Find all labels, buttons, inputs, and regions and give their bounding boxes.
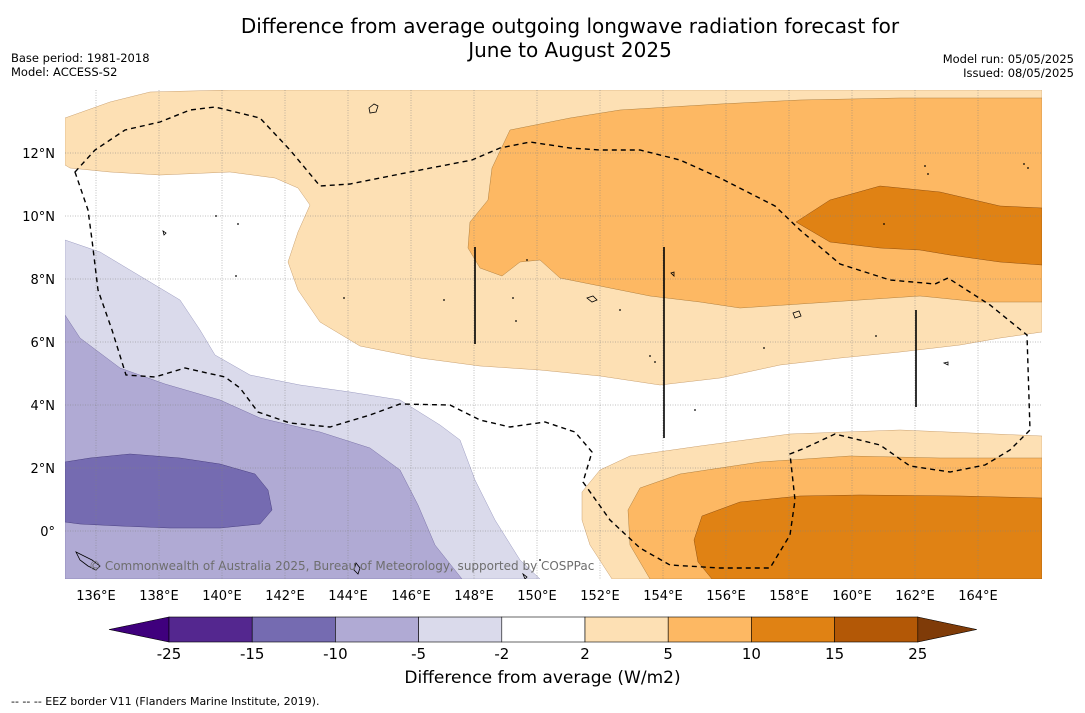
colorbar-tick-label: 25: [908, 645, 927, 663]
colorbar-extend-high: [917, 616, 977, 643]
lat-label: 6°N: [31, 336, 56, 351]
title-line-1: Difference from average outgoing longwav…: [240, 14, 900, 38]
lon-label: 148°E: [454, 589, 494, 604]
island-outlines: [75, 103, 949, 579]
lon-label: 152°E: [580, 589, 620, 604]
lat-label: 0°: [40, 525, 55, 540]
lon-label: 164°E: [958, 589, 998, 604]
anomaly-contours: © Commonwealth of Australia 2025, Bureau…: [65, 90, 1042, 579]
lat-label: 8°N: [31, 273, 56, 288]
colorbar-tick-label: -5: [411, 645, 426, 663]
meta-left: Base period: 1981-2018 Model: ACCESS-S2: [11, 51, 150, 79]
lon-label: 154°E: [643, 589, 683, 604]
island-dots: [215, 163, 1029, 561]
lat-label: 2°N: [31, 462, 56, 477]
lon-label: 160°E: [832, 589, 872, 604]
copyright-notice: © Commonwealth of Australia 2025, Bureau…: [89, 559, 594, 573]
base-period-label: Base period: 1981-2018: [11, 51, 150, 65]
lon-label: 162°E: [895, 589, 935, 604]
eez-border-line: [74, 106, 1031, 569]
lon-label: 144°E: [328, 589, 368, 604]
colorbar-tick-label: -2: [494, 645, 509, 663]
colorbar-segment: [751, 616, 835, 643]
title-line-2: June to August 2025: [468, 38, 672, 62]
colorbar-segment: [168, 616, 253, 643]
colorbar-segment: [418, 616, 503, 643]
longitude-labels: 136°E 138°E 140°E 142°E 144°E 146°E 148°…: [76, 589, 998, 604]
colorbar-tick-label: 2: [580, 645, 590, 663]
model-run-label: Model run: 05/05/2025: [942, 52, 1074, 66]
lat-label: 4°N: [31, 399, 56, 414]
colorbar-tick-label: 5: [663, 645, 673, 663]
colorbar-segment: [834, 616, 919, 643]
colorbar-segment: [584, 616, 669, 643]
colorbar: -25 -15 -10 -5 -2 2 5 10 15 25: [108, 616, 977, 663]
solid-boundary-lines: [474, 247, 917, 438]
colorbar-tick-label: -15: [240, 645, 265, 663]
lon-label: 136°E: [76, 589, 116, 604]
meta-right: Model run: 05/05/2025 Issued: 08/05/2025: [943, 52, 1074, 80]
lon-label: 158°E: [769, 589, 809, 604]
colorbar-segment: [667, 616, 752, 643]
model-label: Model: ACCESS-S2: [11, 65, 118, 79]
lon-label: 138°E: [139, 589, 179, 604]
colorbar-tick-label: 15: [825, 645, 844, 663]
latitude-labels: 12°N 10°N 8°N 6°N 4°N 2°N 0°: [22, 147, 55, 540]
lon-label: 142°E: [265, 589, 305, 604]
colorbar-tick-label: -25: [157, 645, 182, 663]
colorbar-segment: [501, 616, 586, 643]
colorbar-segment: [335, 616, 419, 643]
map-title: Difference from average outgoing longwav…: [140, 14, 1000, 62]
graticule: [65, 90, 1042, 579]
purple-band-mid: [65, 453, 273, 529]
lon-label: 146°E: [391, 589, 431, 604]
orange-band-north-mid: [467, 97, 1042, 309]
colorbar-extend-low: [108, 616, 170, 643]
lat-label: 10°N: [22, 210, 55, 225]
orange-band-south-dark: [693, 494, 1042, 579]
issued-label: Issued: 08/05/2025: [963, 66, 1074, 80]
lon-label: 150°E: [517, 589, 557, 604]
colorbar-segment: [251, 616, 336, 643]
eez-footnote: -- -- -- EEZ border V11 (Flanders Marine…: [11, 695, 320, 708]
lon-label: 140°E: [202, 589, 242, 604]
colorbar-tick-label: 10: [742, 645, 761, 663]
lon-label: 156°E: [706, 589, 746, 604]
lat-label: 12°N: [22, 147, 55, 162]
colorbar-tick-label: -10: [323, 645, 348, 663]
orange-band-north-dark: [795, 185, 1042, 266]
colorbar-title: Difference from average (W/m2): [404, 668, 681, 688]
